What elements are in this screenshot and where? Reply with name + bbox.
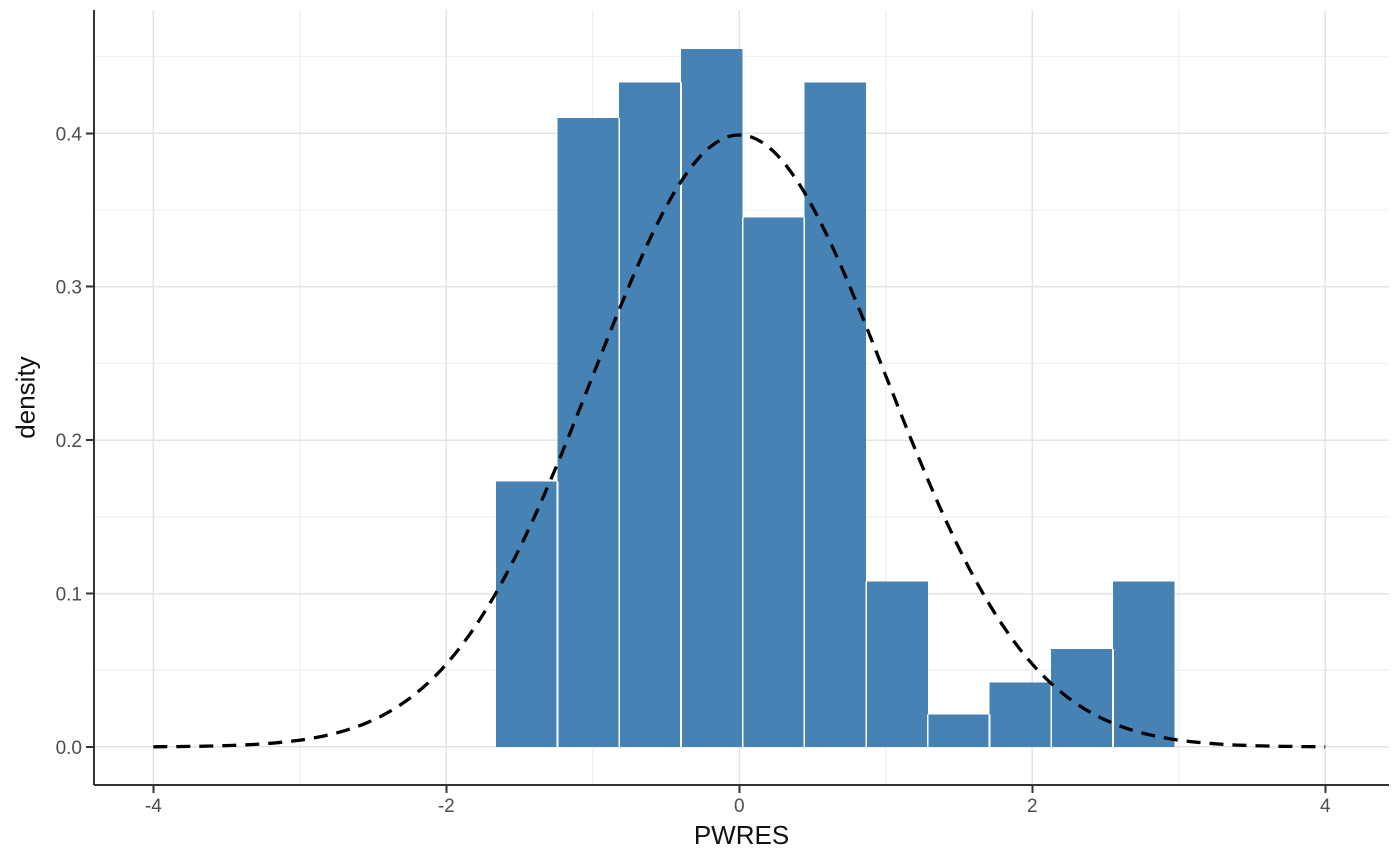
y-tick-label: 0.4 bbox=[56, 124, 83, 145]
y-axis-title: density bbox=[10, 356, 41, 439]
y-tick-label: 0.0 bbox=[56, 738, 82, 759]
x-axis-title: PWRES bbox=[693, 820, 790, 850]
histogram-bar bbox=[1113, 581, 1175, 747]
histogram-bar bbox=[557, 117, 620, 747]
histogram-bar bbox=[742, 217, 805, 747]
x-tick-label: -4 bbox=[145, 796, 162, 817]
histogram-bar bbox=[804, 82, 867, 747]
x-tick-label: 2 bbox=[1027, 796, 1038, 817]
normal-density-curve bbox=[153, 133, 1326, 749]
y-axis-title-wrap: density bbox=[6, 10, 46, 785]
histogram-bar bbox=[619, 82, 681, 747]
x-tick-label: 4 bbox=[1320, 796, 1331, 817]
histogram-bar bbox=[866, 581, 928, 747]
histogram-bar bbox=[927, 714, 990, 747]
histogram-bar bbox=[680, 48, 743, 747]
x-tick-label: 0 bbox=[734, 796, 745, 817]
y-tick-label: 0.3 bbox=[56, 278, 82, 299]
histogram-bar bbox=[495, 481, 558, 747]
x-tick-label: -2 bbox=[438, 796, 455, 817]
histogram-bar bbox=[1051, 648, 1114, 747]
y-tick-label: 0.2 bbox=[56, 431, 82, 452]
histogram-bar bbox=[989, 682, 1052, 747]
y-tick-label: 0.1 bbox=[56, 585, 82, 606]
